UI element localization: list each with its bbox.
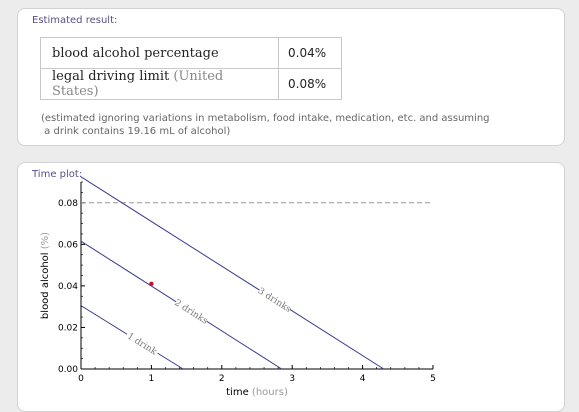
y-axis-label: blood alcohol (%)	[40, 232, 51, 319]
x-tick-label: 3	[289, 374, 295, 384]
series-label-1: 1 drink	[125, 332, 159, 358]
result-table: blood alcohol percentage 0.04% legal dri…	[40, 37, 342, 100]
x-axis-label: time (hours)	[226, 387, 288, 398]
x-tick-label: 0	[78, 374, 84, 384]
x-tick-label: 2	[219, 374, 225, 384]
note-line-2: a drink contains 19.16 mL of alcohol)	[41, 126, 231, 137]
series-label-bg	[256, 285, 293, 314]
y-tick-label: 0.04	[58, 282, 78, 292]
result-value-bac: 0.04%	[278, 37, 342, 69]
table-row: legal driving limit (United States) 0.08…	[40, 68, 342, 100]
series-label-bg	[173, 297, 210, 326]
result-label-qualifier: (United States)	[52, 69, 224, 99]
result-pod-title: Estimated result:	[32, 15, 118, 26]
note-line-1: (estimated ignoring variations in metabo…	[41, 113, 490, 124]
y-tick-label: 0.08	[58, 199, 78, 209]
assumption-note: (estimated ignoring variations in metabo…	[41, 112, 490, 138]
time-plot-pod: Time plot: 0 1 2 3 4 5 0.00 0.02 0.04 0.06 0.08 1 d…	[17, 162, 565, 412]
y-tick-label: 0.00	[58, 365, 78, 375]
series-label-2: 2 drinks	[172, 298, 209, 327]
x-tick-label: 4	[360, 374, 366, 384]
result-label-bac: blood alcohol percentage	[40, 37, 279, 69]
result-label-text: legal driving limit	[52, 69, 170, 84]
result-value-limit: 0.08%	[278, 68, 342, 100]
x-tick-label: 1	[149, 374, 155, 384]
x-tick-label: 5	[430, 374, 436, 384]
y-tick-label: 0.02	[58, 323, 78, 333]
y-tick-label: 0.06	[58, 240, 78, 250]
result-label-limit: legal driving limit (United States)	[40, 68, 279, 100]
series-label-3: 3 drinks	[256, 286, 293, 315]
table-row: blood alcohol percentage 0.04%	[40, 37, 342, 69]
series-label-bg	[124, 329, 161, 358]
time-plot-chart: 0 1 2 3 4 5 0.00 0.02 0.04 0.06 0.08 1 drink 2 drink…	[40, 176, 436, 398]
current-value-point	[149, 281, 154, 287]
result-label-text: blood alcohol percentage	[52, 45, 219, 61]
time-plot-title: Time plot:	[32, 169, 83, 180]
result-pod: Estimated result: blood alcohol percenta…	[17, 8, 565, 146]
series-line-3	[80, 176, 384, 370]
